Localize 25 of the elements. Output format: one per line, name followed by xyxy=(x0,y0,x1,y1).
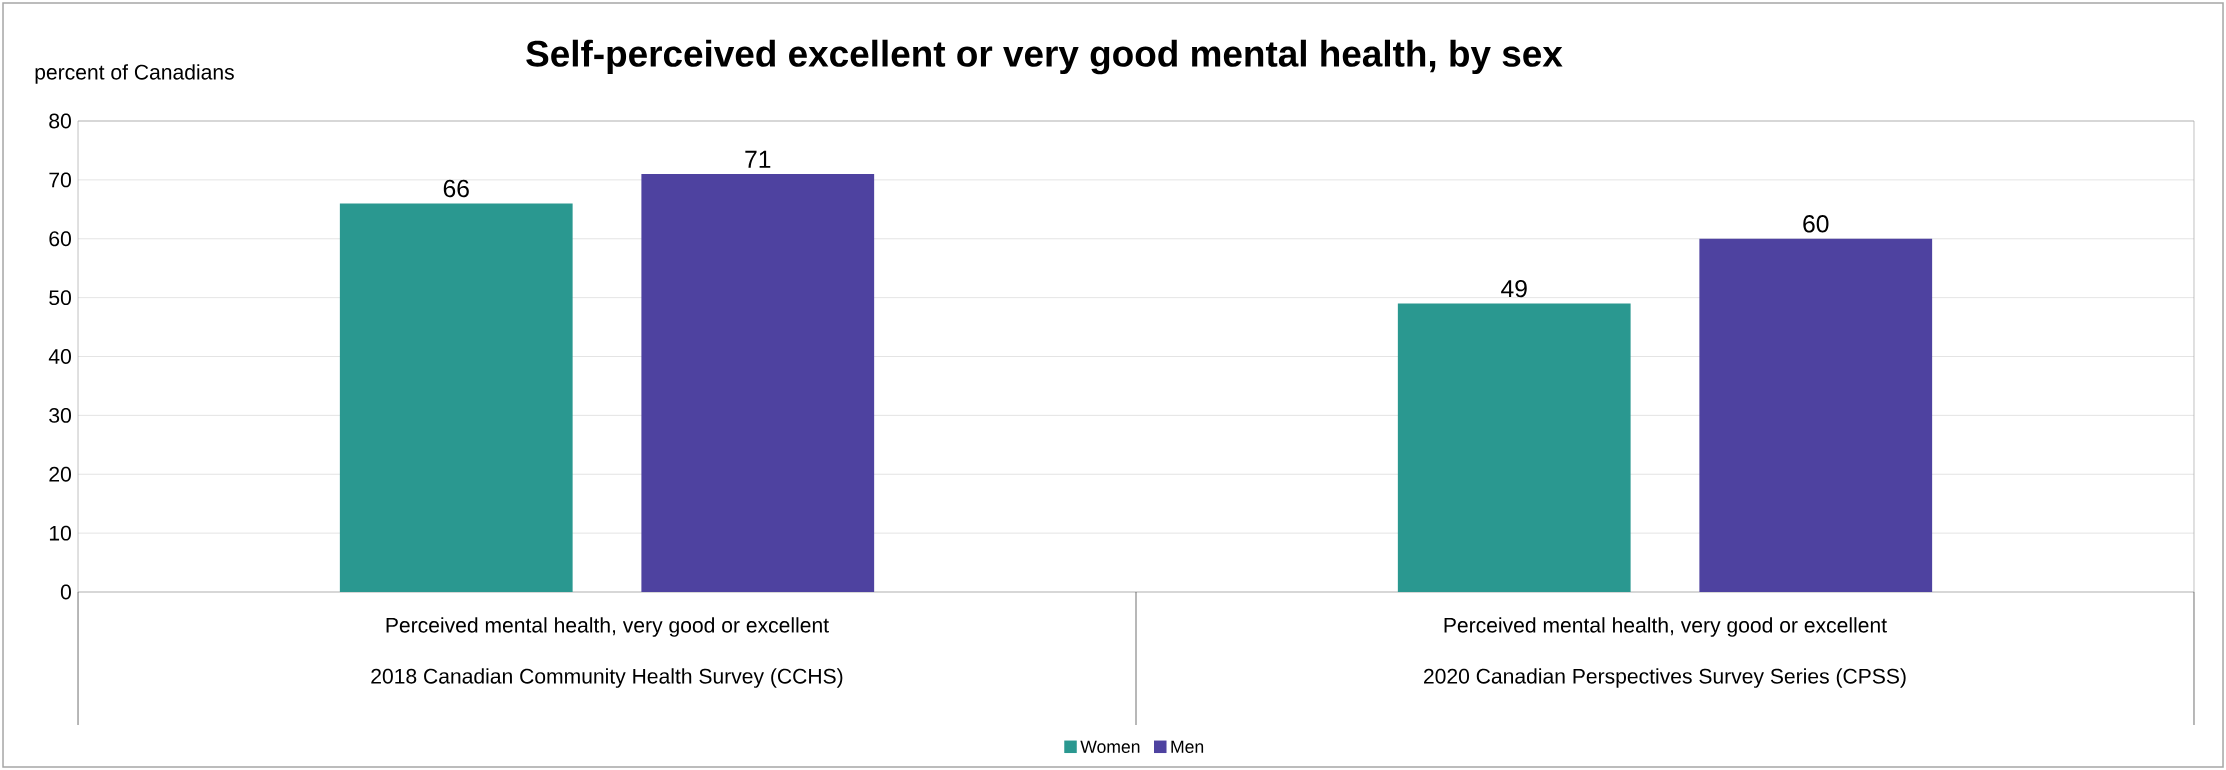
legend-label: Men xyxy=(1171,740,1204,753)
data-label: 71 xyxy=(745,150,771,168)
bar xyxy=(339,203,573,593)
text: Perceived mental health, very good or excellent xyxy=(386,617,829,637)
bar xyxy=(1699,238,1933,593)
x-tick-label: 2018 Canadian Community Health Survey (CCHS) xyxy=(371,668,843,688)
y-tick-label: 10 xyxy=(49,525,71,541)
data-label: 66 xyxy=(443,179,469,198)
y-tick-label: 80 xyxy=(49,113,71,129)
data-label: 60 xyxy=(1803,215,1829,233)
y-tick-label: 40 xyxy=(48,349,71,364)
chart-title: Self-perceived excellent or very good mental health, by sex xyxy=(526,39,1563,75)
y-tick-label: 30 xyxy=(49,407,71,423)
legend-label: Women xyxy=(1080,740,1140,753)
data-label: 49 xyxy=(1501,279,1527,298)
y-tick-label: 20 xyxy=(49,466,71,482)
bar xyxy=(1397,303,1631,593)
text: Perceived mental health, very good or excellent xyxy=(1444,617,1887,637)
y-tick-label: 50 xyxy=(49,290,71,306)
x-tick-label: 2020 Canadian Perspectives Survey Series (CPSS) xyxy=(1424,668,1906,688)
bar xyxy=(641,174,875,593)
y-tick-label: 70 xyxy=(49,172,71,188)
y-tick-label: 0 xyxy=(60,584,71,600)
y-tick-label: 60 xyxy=(49,231,71,247)
y-axis-title: percent of Canadians xyxy=(35,64,234,84)
